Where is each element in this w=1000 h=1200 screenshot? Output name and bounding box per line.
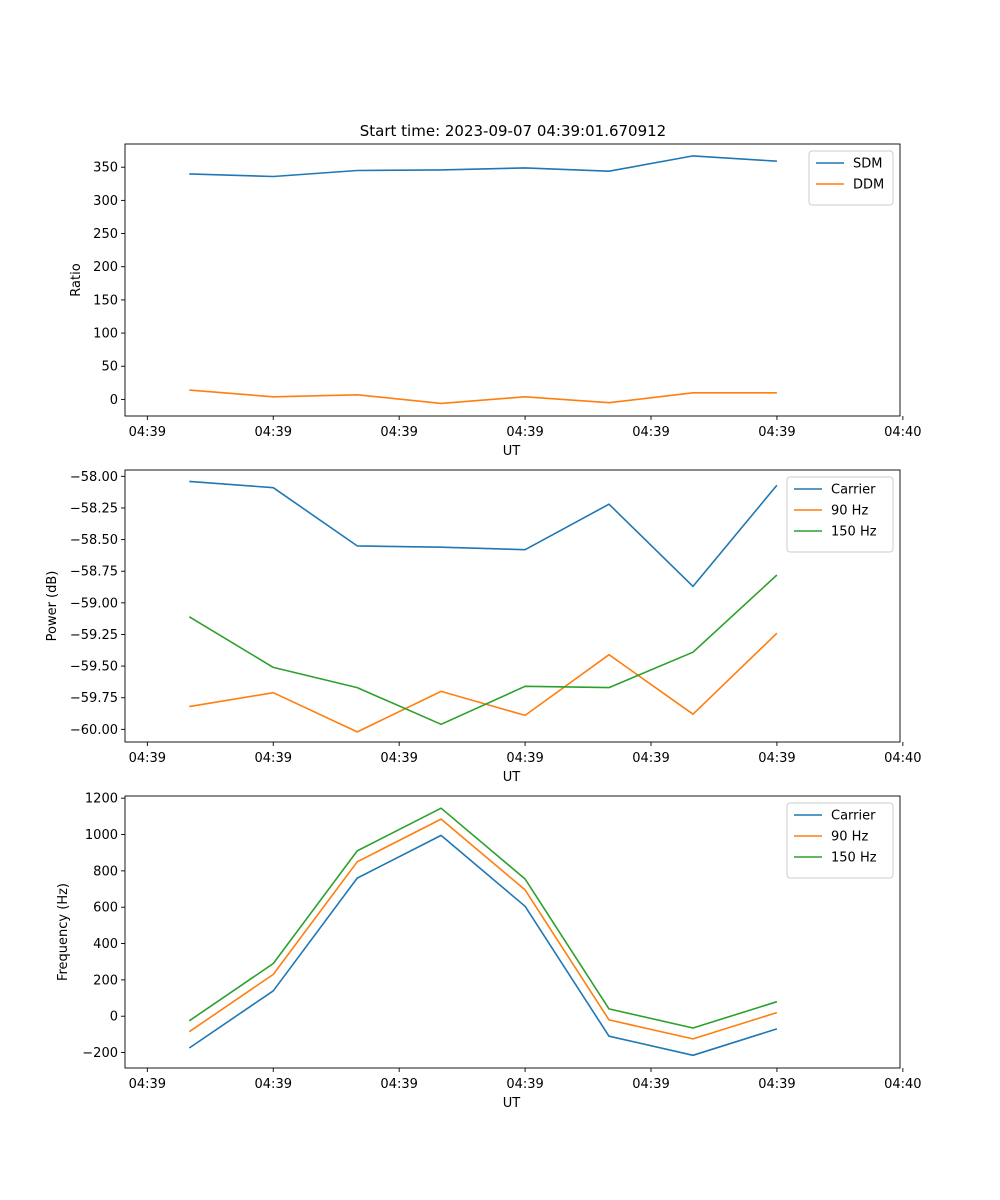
x-tick-label: 04:39 <box>380 751 417 766</box>
series-line-carrier <box>189 480 778 588</box>
legend-label: 90 Hz <box>831 830 868 845</box>
legend: Carrier 90 Hz 150 Hz <box>786 802 894 879</box>
legend-label: SDM <box>853 157 882 172</box>
legend-box <box>786 476 894 553</box>
y-tick-label: 1200 <box>85 792 118 807</box>
y-tick-label: −60.00 <box>70 723 118 738</box>
y-tick-label: 150 <box>93 293 118 308</box>
series-line-90-hz <box>188 818 778 1040</box>
x-tick-label: 04:39 <box>129 1077 166 1092</box>
x-tick-label: 04:39 <box>758 751 795 766</box>
x-tick-label: 04:39 <box>129 751 166 766</box>
x-tick-label: 04:39 <box>506 1077 543 1092</box>
y-tick-label: −59.75 <box>70 691 118 706</box>
legend-box <box>786 802 894 879</box>
y-tick-label: −59.50 <box>70 660 118 675</box>
x-tick-label: 04:39 <box>129 425 166 440</box>
y-tick-label: 300 <box>93 194 118 209</box>
y-tick-label: −58.75 <box>70 565 118 580</box>
y-tick-label: −59.00 <box>70 596 118 611</box>
subplot-2: 04:39 04:39 04:39 04:39 04:39 04:39 04:40 UT −60… <box>45 469 922 785</box>
x-tick-label: 04:39 <box>506 425 543 440</box>
x-tick-label: 04:39 <box>380 1077 417 1092</box>
y-tick-label: −58.25 <box>70 501 118 516</box>
x-tick-label: 04:39 <box>255 751 292 766</box>
x-tick-label: 04:39 <box>758 425 795 440</box>
y-tick-label: 200 <box>93 973 118 988</box>
y-tick-label: 250 <box>93 227 118 242</box>
x-tick-label: 04:39 <box>255 425 292 440</box>
axes-frame <box>124 143 901 417</box>
legend-box <box>808 150 894 206</box>
x-tick-label: 04:40 <box>884 751 921 766</box>
legend-label: 90 Hz <box>831 504 868 519</box>
x-axis-label: UT <box>503 444 521 459</box>
legend-label: Carrier <box>831 809 876 824</box>
y-tick-label: 600 <box>93 901 118 916</box>
legend-label: Carrier <box>831 483 876 498</box>
y-tick-label: 0 <box>110 393 118 408</box>
subplot-1: 04:39 04:39 04:39 04:39 04:39 04:39 04:40 UT 0 50… <box>69 143 922 459</box>
y-tick-label: −59.25 <box>70 628 118 643</box>
y-tick-label: 50 <box>101 360 118 375</box>
x-tick-label: 04:39 <box>255 1077 292 1092</box>
legend-label: 150 Hz <box>831 525 877 540</box>
y-tick-label: 100 <box>93 327 118 342</box>
x-tick-label: 04:39 <box>632 425 669 440</box>
series-line-ddm <box>189 389 777 405</box>
y-axis-label: Ratio <box>69 263 84 296</box>
x-axis-label: UT <box>503 770 521 785</box>
series-line-150-hz <box>188 574 778 726</box>
legend: SDM DDM <box>808 150 894 206</box>
x-tick-label: 04:39 <box>758 1077 795 1092</box>
y-tick-label: 1000 <box>85 828 118 843</box>
series-line-sdm <box>189 155 777 178</box>
y-tick-label: −58.50 <box>70 533 118 548</box>
series-line-carrier <box>188 834 778 1057</box>
x-tick-label: 04:39 <box>632 751 669 766</box>
axes-frame <box>124 469 901 743</box>
series-line-150-hz <box>188 807 778 1029</box>
x-tick-label: 04:40 <box>884 1077 921 1092</box>
x-tick-label: 04:39 <box>632 1077 669 1092</box>
y-tick-label: 400 <box>93 937 118 952</box>
x-tick-label: 04:39 <box>506 751 543 766</box>
subplot-3: 04:39 04:39 04:39 04:39 04:39 04:39 04:40 UT −20… <box>56 792 922 1111</box>
y-tick-label: 200 <box>93 260 118 275</box>
series-line-90-hz <box>189 632 778 733</box>
x-tick-label: 04:39 <box>380 425 417 440</box>
y-tick-label: 800 <box>93 864 118 879</box>
legend: Carrier 90 Hz 150 Hz <box>786 476 894 553</box>
legend-label: DDM <box>853 178 884 193</box>
subplots: 04:39 04:39 04:39 04:39 04:39 04:39 04:40 UT 0 50… <box>45 143 922 1111</box>
y-axis-label: Power (dB) <box>45 571 60 642</box>
legend-label: 150 Hz <box>831 851 877 866</box>
figure-title: Start time: 2023-09-07 04:39:01.670912 <box>360 122 666 140</box>
y-tick-label: −58.00 <box>70 470 118 485</box>
axes-frame <box>124 795 901 1069</box>
x-axis-label: UT <box>503 1096 521 1111</box>
y-tick-label: −200 <box>82 1046 118 1061</box>
y-axis-label: Frequency (Hz) <box>56 883 71 981</box>
y-tick-label: 0 <box>110 1010 118 1025</box>
x-tick-label: 04:40 <box>884 425 921 440</box>
y-tick-label: 350 <box>93 161 118 176</box>
